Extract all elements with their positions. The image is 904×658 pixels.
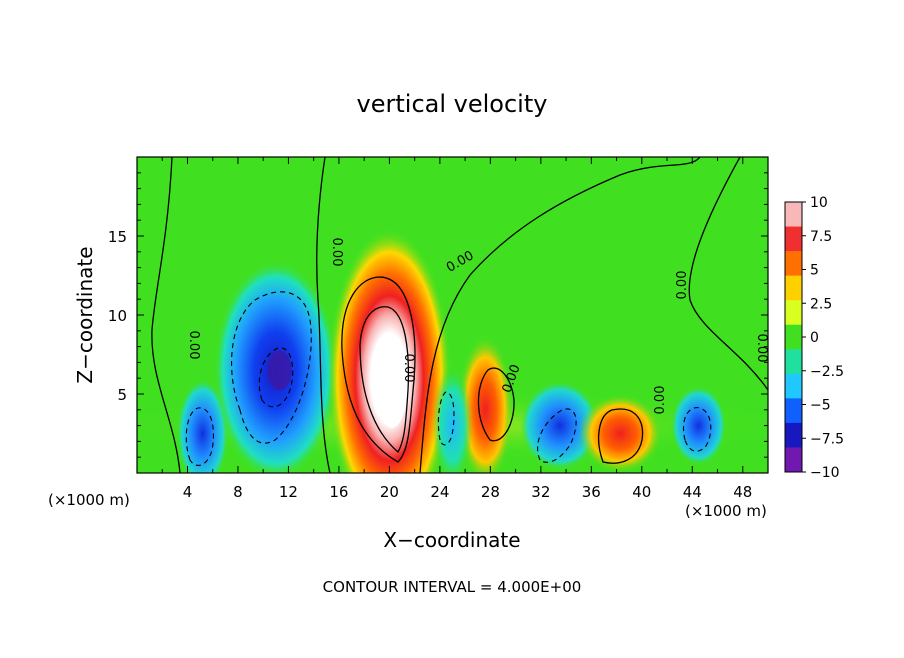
chart-title: vertical velocity — [357, 90, 548, 118]
colorbar-label-7: −7.5 — [810, 431, 844, 447]
colorbar-segment-3 — [785, 275, 802, 301]
x-tick-label-24: 24 — [430, 483, 449, 501]
colorbar-label-3: 2.5 — [810, 296, 832, 312]
contour-lines — [151, 157, 768, 473]
colorbar-segment-6 — [785, 349, 802, 375]
contour-label-7: 0.00 — [401, 354, 416, 383]
contour-negative-4 — [437, 391, 455, 446]
contour-negative-1 — [231, 291, 312, 444]
contour-interval-footer: CONTOUR INTERVAL = 4.000E+00 — [323, 578, 582, 596]
plot-area: 0.000.000.000.000.000.000.000.00 — [137, 157, 769, 473]
contour-positive-1 — [341, 276, 416, 463]
x-tick-label-8: 8 — [233, 483, 243, 501]
contour-positive-4 — [477, 367, 515, 442]
contour-negative-3 — [185, 407, 215, 466]
x-tick-label-16: 16 — [329, 483, 348, 501]
x-tick-label-4: 4 — [183, 483, 193, 501]
contour-zero-3 — [419, 157, 701, 473]
colorbar-segment-8 — [785, 398, 802, 424]
y-axis-label: Z−coordinate — [73, 246, 97, 383]
contour-label-0: 0.00 — [329, 238, 344, 267]
field-feature-0 — [176, 378, 229, 473]
y-tick-label-15: 15 — [108, 228, 127, 246]
x-axis-label: X−coordinate — [383, 528, 520, 552]
colorbar-segment-10 — [785, 447, 802, 473]
colorbar-label-5: −2.5 — [810, 364, 844, 380]
x-tick-label-40: 40 — [632, 483, 651, 501]
field-core-positive — [376, 344, 407, 429]
colorbar-label-0: 10 — [810, 195, 828, 211]
colorbar-segment-0 — [785, 202, 802, 228]
colorbar: 10 7.5 5 2.5 0 −2.5 −5 −7.5 −10 — [784, 195, 844, 481]
colorbar-segment-5 — [785, 324, 802, 350]
contour-negative-5 — [537, 408, 577, 463]
colorbar-segment-1 — [785, 226, 802, 252]
colorbar-segment-7 — [785, 373, 802, 399]
colorbar-label-4: 0 — [810, 330, 819, 346]
contour-positive-2 — [359, 306, 410, 453]
field-feature-4 — [519, 380, 600, 471]
field-feature-6 — [670, 385, 727, 466]
x-tick-label-28: 28 — [481, 483, 500, 501]
colorbar-segment-2 — [785, 251, 802, 277]
colorbar-label-1: 7.5 — [810, 229, 832, 245]
contour-label-5: 0.00 — [653, 386, 668, 415]
x-axis-unit-right: (×1000 m) — [685, 502, 767, 520]
x-tick-label-36: 36 — [582, 483, 601, 501]
field-feature-7 — [432, 365, 473, 473]
contour-zero-4 — [688, 157, 768, 391]
x-tick-label-48: 48 — [733, 483, 752, 501]
contour-positive-3 — [597, 408, 644, 464]
contour-negative-2 — [258, 347, 294, 408]
velocity-field — [137, 228, 768, 473]
colorbar-label-8: −10 — [810, 465, 840, 481]
contour-zero-1 — [151, 157, 181, 473]
field-feature-5 — [578, 393, 663, 473]
colorbar-segment-4 — [785, 300, 802, 326]
y-tick-label-5: 5 — [117, 386, 127, 404]
contour-label-4: 0.00 — [754, 334, 769, 363]
colorbar-label-6: −5 — [810, 398, 831, 414]
contour-label-1: 0.00 — [186, 331, 201, 360]
x-tick-label-32: 32 — [531, 483, 550, 501]
y-tick-label-10: 10 — [108, 307, 127, 325]
x-axis-unit-left: (×1000 m) — [48, 491, 130, 509]
x-tick-label-44: 44 — [683, 483, 702, 501]
field-core-negative — [267, 350, 292, 391]
colorbar-segment-9 — [785, 422, 802, 448]
x-axis: 4 8 12 16 20 24 28 32 36 40 44 48 — [136, 157, 769, 501]
y-axis: 5 10 15 — [108, 156, 768, 474]
colorbar-label-2: 5 — [810, 263, 819, 279]
x-tick-label-20: 20 — [380, 483, 399, 501]
contour-lines-negative — [185, 291, 712, 466]
contour-label-3: 0.00 — [675, 271, 690, 300]
contour-zero-2 — [316, 157, 331, 473]
x-tick-label-12: 12 — [279, 483, 298, 501]
